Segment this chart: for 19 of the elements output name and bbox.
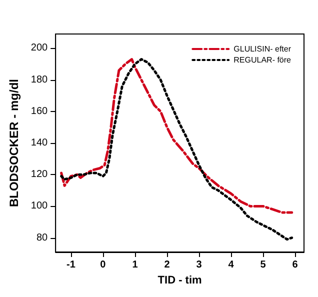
y-tick-label: 120 <box>30 169 48 180</box>
x-tick-label: 6 <box>292 260 298 270</box>
x-tick-label: 2 <box>164 260 170 270</box>
y-tick-label: 80 <box>36 232 48 244</box>
y-tick-label: 140 <box>30 138 48 148</box>
legend-label: REGULAR- före <box>234 56 292 64</box>
y-tick-label: 180 <box>30 74 48 86</box>
x-tick-label: 5 <box>260 260 266 270</box>
x-tick-label: 0 <box>100 260 106 270</box>
x-axis-title: TID - tim <box>158 274 202 286</box>
x-tick-label: 3 <box>196 260 202 270</box>
x-tick-label: -1 <box>66 260 76 270</box>
x-tick-label: 1 <box>132 260 138 270</box>
legend-label: GLULISIN- efter <box>234 44 292 54</box>
x-tick-label: 4 <box>228 260 234 270</box>
y-tick-label: 100 <box>30 200 48 212</box>
y-tick-label: 160 <box>30 106 48 117</box>
y-tick-label: 200 <box>30 42 48 54</box>
y-axis-title: BLODSOCKER - mg/dl <box>7 79 21 207</box>
